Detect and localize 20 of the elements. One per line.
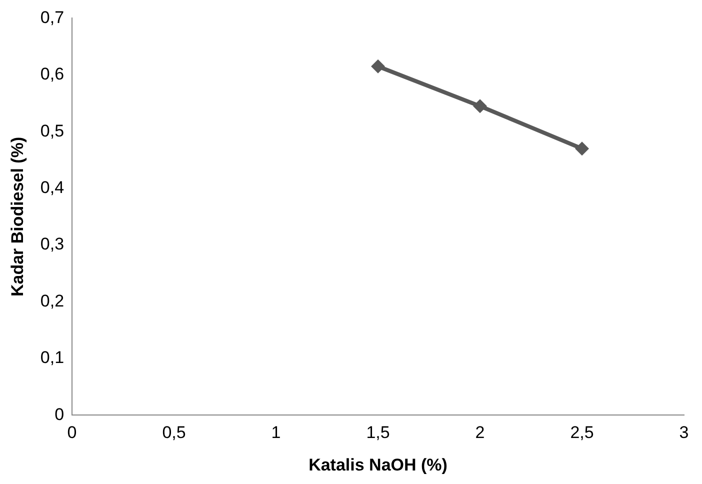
x-axis-title: Katalis NaOH (%) — [308, 455, 448, 474]
point — [371, 59, 386, 74]
y-tick-label: 0 — [54, 404, 64, 424]
y-tick-label: 0,4 — [40, 178, 64, 198]
y-tick-label: 0,7 — [40, 8, 64, 27]
y-tick-label: 0,2 — [40, 291, 64, 310]
x-tick-label: 0,5 — [162, 423, 186, 442]
x-tick-label: 2 — [475, 423, 485, 442]
point — [575, 142, 590, 156]
y-tick-label: 0,6 — [40, 64, 64, 84]
y-tick-label: 0,5 — [40, 121, 64, 140]
x-tick-label: 2,5 — [570, 423, 594, 442]
x-tick-label: 1,5 — [366, 423, 390, 442]
y-tick-label: 0,3 — [40, 234, 64, 254]
x-tick-label: 3 — [679, 423, 689, 442]
y-tick-label: 0,1 — [40, 348, 64, 368]
y-axis-title: Kadar Biodiesel (%) — [8, 136, 27, 297]
x-tick-label: 1 — [271, 423, 281, 442]
point — [473, 99, 488, 114]
x-tick-label: 0 — [67, 423, 77, 442]
